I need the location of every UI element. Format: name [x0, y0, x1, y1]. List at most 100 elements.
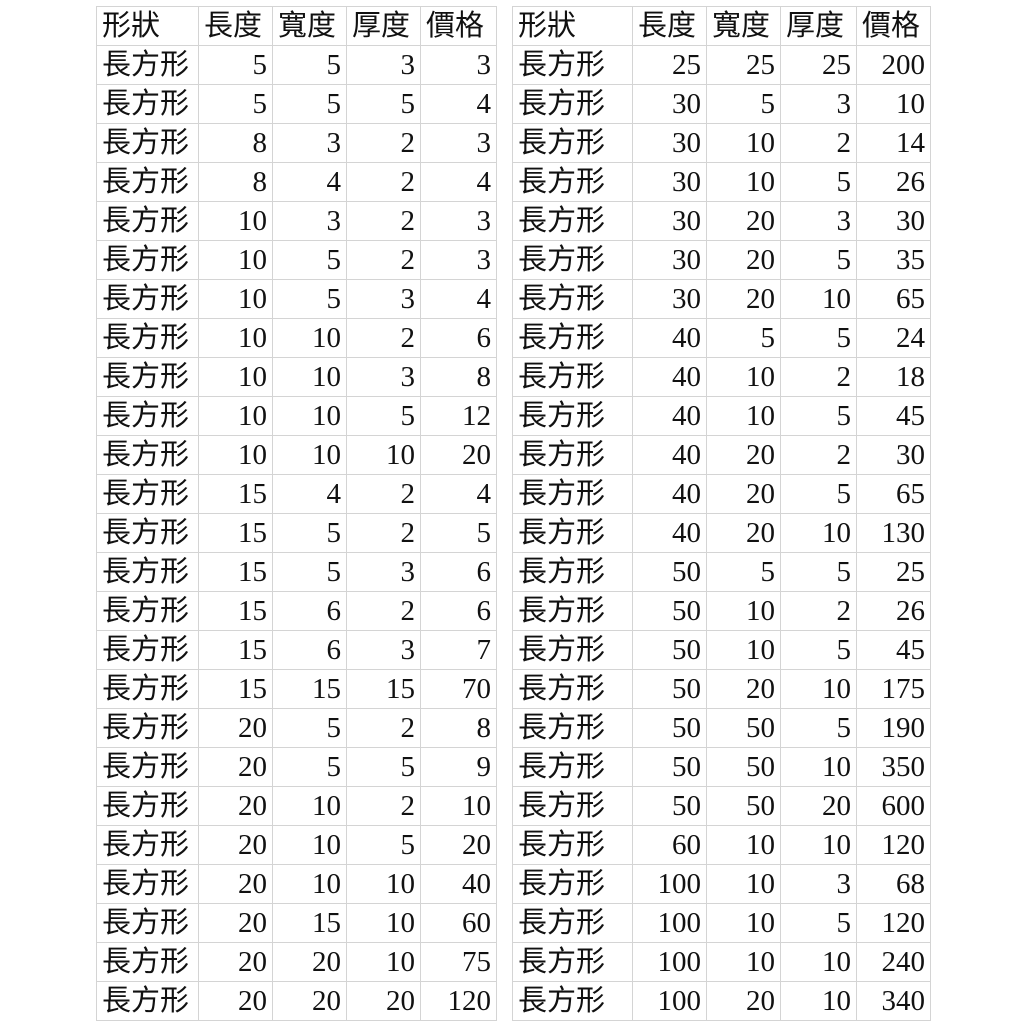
width-cell[interactable]: 5 [272, 279, 347, 319]
shape-cell[interactable]: 長方形 [96, 201, 199, 241]
thickness-cell[interactable]: 10 [780, 825, 857, 865]
length-cell[interactable]: 15 [198, 669, 273, 709]
thickness-cell[interactable]: 3 [346, 357, 421, 397]
width-cell[interactable]: 20 [706, 279, 781, 319]
length-cell[interactable]: 5 [198, 84, 273, 124]
thickness-cell[interactable]: 10 [780, 942, 857, 982]
width-cell[interactable]: 6 [272, 630, 347, 670]
length-cell[interactable]: 10 [198, 318, 273, 358]
price-cell[interactable]: 60 [420, 903, 497, 943]
thickness-cell[interactable]: 2 [346, 318, 421, 358]
price-cell[interactable]: 26 [856, 591, 931, 631]
shape-cell[interactable]: 長方形 [96, 357, 199, 397]
price-cell[interactable]: 190 [856, 708, 931, 748]
length-cell[interactable]: 20 [198, 981, 273, 1021]
shape-cell[interactable]: 長方形 [512, 747, 633, 787]
price-cell[interactable]: 45 [856, 630, 931, 670]
length-cell[interactable]: 10 [198, 396, 273, 436]
length-cell[interactable]: 60 [632, 825, 707, 865]
length-cell[interactable]: 50 [632, 708, 707, 748]
thickness-cell[interactable]: 2 [780, 357, 857, 397]
width-cell[interactable]: 10 [706, 591, 781, 631]
thickness-cell[interactable]: 2 [346, 474, 421, 514]
column-header[interactable]: 價格 [856, 6, 931, 46]
width-cell[interactable]: 50 [706, 747, 781, 787]
width-cell[interactable]: 25 [706, 45, 781, 85]
thickness-cell[interactable]: 3 [780, 864, 857, 904]
length-cell[interactable]: 8 [198, 162, 273, 202]
shape-cell[interactable]: 長方形 [96, 942, 199, 982]
width-cell[interactable]: 10 [706, 825, 781, 865]
shape-cell[interactable]: 長方形 [96, 45, 199, 85]
shape-cell[interactable]: 長方形 [96, 552, 199, 592]
length-cell[interactable]: 40 [632, 474, 707, 514]
price-cell[interactable]: 75 [420, 942, 497, 982]
thickness-cell[interactable]: 10 [780, 981, 857, 1021]
thickness-cell[interactable]: 10 [346, 864, 421, 904]
price-cell[interactable]: 5 [420, 513, 497, 553]
length-cell[interactable]: 40 [632, 396, 707, 436]
column-header[interactable]: 長度 [632, 6, 707, 46]
length-cell[interactable]: 50 [632, 786, 707, 826]
thickness-cell[interactable]: 10 [346, 903, 421, 943]
length-cell[interactable]: 40 [632, 318, 707, 358]
length-cell[interactable]: 15 [198, 630, 273, 670]
shape-cell[interactable]: 長方形 [96, 123, 199, 163]
shape-cell[interactable]: 長方形 [96, 474, 199, 514]
column-header[interactable]: 形狀 [96, 6, 199, 46]
shape-cell[interactable]: 長方形 [96, 591, 199, 631]
width-cell[interactable]: 20 [706, 981, 781, 1021]
shape-cell[interactable]: 長方形 [96, 84, 199, 124]
thickness-cell[interactable]: 5 [780, 162, 857, 202]
width-cell[interactable]: 15 [272, 903, 347, 943]
thickness-cell[interactable]: 3 [780, 201, 857, 241]
width-cell[interactable]: 10 [272, 318, 347, 358]
thickness-cell[interactable]: 10 [780, 279, 857, 319]
length-cell[interactable]: 15 [198, 474, 273, 514]
width-cell[interactable]: 3 [272, 123, 347, 163]
thickness-cell[interactable]: 10 [780, 747, 857, 787]
thickness-cell[interactable]: 3 [346, 552, 421, 592]
width-cell[interactable]: 10 [706, 864, 781, 904]
width-cell[interactable]: 10 [706, 123, 781, 163]
length-cell[interactable]: 40 [632, 435, 707, 475]
thickness-cell[interactable]: 5 [780, 240, 857, 280]
shape-cell[interactable]: 長方形 [512, 84, 633, 124]
price-cell[interactable]: 20 [420, 435, 497, 475]
width-cell[interactable]: 10 [706, 162, 781, 202]
shape-cell[interactable]: 長方形 [96, 864, 199, 904]
width-cell[interactable]: 5 [272, 708, 347, 748]
length-cell[interactable]: 30 [632, 123, 707, 163]
shape-cell[interactable]: 長方形 [512, 318, 633, 358]
price-cell[interactable]: 40 [420, 864, 497, 904]
thickness-cell[interactable]: 2 [346, 513, 421, 553]
width-cell[interactable]: 5 [272, 552, 347, 592]
price-cell[interactable]: 20 [420, 825, 497, 865]
price-cell[interactable]: 120 [420, 981, 497, 1021]
shape-cell[interactable]: 長方形 [96, 825, 199, 865]
price-cell[interactable]: 3 [420, 240, 497, 280]
price-cell[interactable]: 10 [420, 786, 497, 826]
length-cell[interactable]: 50 [632, 552, 707, 592]
column-header[interactable]: 價格 [420, 6, 497, 46]
thickness-cell[interactable]: 3 [346, 45, 421, 85]
width-cell[interactable]: 5 [272, 240, 347, 280]
length-cell[interactable]: 30 [632, 279, 707, 319]
shape-cell[interactable]: 長方形 [96, 630, 199, 670]
price-cell[interactable]: 30 [856, 201, 931, 241]
thickness-cell[interactable]: 2 [780, 591, 857, 631]
price-cell[interactable]: 30 [856, 435, 931, 475]
shape-cell[interactable]: 長方形 [512, 864, 633, 904]
price-cell[interactable]: 4 [420, 474, 497, 514]
shape-cell[interactable]: 長方形 [512, 591, 633, 631]
thickness-cell[interactable]: 5 [346, 396, 421, 436]
length-cell[interactable]: 5 [198, 45, 273, 85]
price-cell[interactable]: 340 [856, 981, 931, 1021]
length-cell[interactable]: 20 [198, 903, 273, 943]
shape-cell[interactable]: 長方形 [512, 45, 633, 85]
length-cell[interactable]: 30 [632, 162, 707, 202]
price-cell[interactable]: 10 [856, 84, 931, 124]
shape-cell[interactable]: 長方形 [512, 708, 633, 748]
shape-cell[interactable]: 長方形 [512, 903, 633, 943]
length-cell[interactable]: 100 [632, 864, 707, 904]
